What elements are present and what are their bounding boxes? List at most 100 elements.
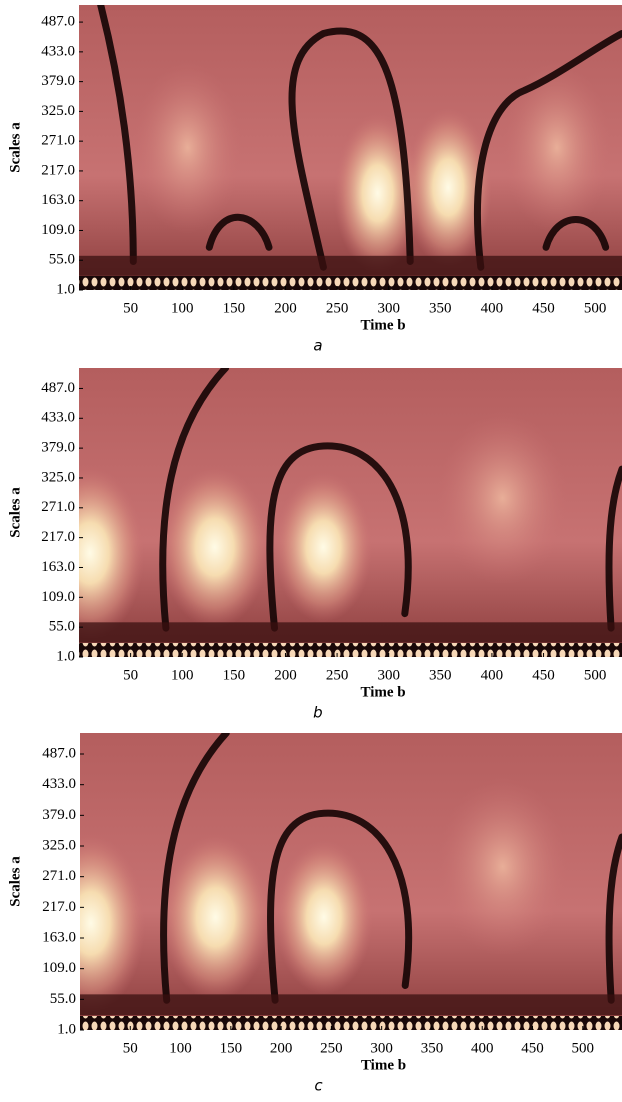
y-tick-label: 55.0: [49, 619, 75, 635]
y-tick-label: 109.0: [41, 222, 75, 238]
heatmap: [79, 368, 622, 657]
bright-region: [334, 113, 422, 273]
x-axis-label: Time b: [361, 684, 406, 700]
x-tick-label: 300: [370, 1040, 393, 1056]
y-axis-label: Scales a: [7, 487, 23, 538]
y-tick-label: 325.0: [41, 103, 75, 119]
dark-ridge: [266, 442, 412, 632]
x-tick-label: 250: [326, 667, 349, 683]
x-tick-label: 50: [123, 667, 138, 683]
x-tick-label: 50: [123, 1040, 138, 1056]
x-tick-label: 150: [223, 300, 246, 316]
x-tick-label: 200: [274, 667, 297, 683]
y-tick-label: 55.0: [50, 991, 76, 1007]
heatmap: [79, 5, 622, 290]
dark-ridge: [159, 368, 230, 632]
x-tick-label: 150: [220, 1040, 243, 1056]
x-tick-label: 350: [421, 1040, 444, 1056]
y-tick-label: 433.0: [42, 776, 76, 792]
dark-ridge: [474, 30, 622, 271]
y-tick-label: 109.0: [41, 589, 75, 605]
dark-ridge: [160, 733, 230, 1004]
y-tick-label: 163.0: [41, 559, 75, 575]
x-tick-label: 350: [429, 667, 452, 683]
y-tick-label: 379.0: [41, 440, 75, 456]
y-axis-label: Scales a: [7, 856, 23, 907]
y-tick-label: 271.0: [41, 133, 75, 149]
y-tick-label: 487.0: [41, 380, 75, 396]
x-tick-label: 50: [123, 300, 138, 316]
y-tick-label: 433.0: [41, 43, 75, 59]
y-tick-label: 271.0: [41, 499, 75, 515]
x-tick-label: 400: [481, 300, 504, 316]
y-tick-label: 217.0: [41, 529, 75, 545]
y-axis-label: Scales a: [7, 122, 23, 173]
y-tick-label: 487.0: [42, 745, 76, 761]
low-scale-dots: [79, 643, 622, 657]
x-tick-label: 500: [572, 1040, 595, 1056]
y-tick-label: 1.0: [57, 1021, 76, 1037]
panel: 1.0 55.0 109.0 163.0 217.0 271.0 325.0 379.0 433…: [7, 5, 622, 355]
bright-region: [274, 472, 373, 623]
x-tick-label: 500: [584, 667, 607, 683]
x-tick-label: 500: [584, 300, 607, 316]
x-axis-label: Time b: [361, 1057, 406, 1073]
panel: 1.0 55.0 109.0 163.0 217.0 271.0 325.0 379.0 433…: [7, 368, 622, 722]
y-tick-label: 325.0: [42, 837, 76, 853]
dark-ridge: [605, 465, 622, 632]
x-tick-label: 450: [532, 300, 555, 316]
x-tick-label: 450: [532, 667, 555, 683]
x-tick-label: 100: [171, 300, 194, 316]
panel-caption: a: [313, 337, 322, 355]
dark-ridge: [267, 809, 413, 1004]
y-tick-label: 379.0: [42, 807, 76, 823]
x-tick-label: 100: [169, 1040, 192, 1056]
panel: 1.0 55.0 109.0 163.0 217.0 271.0 325.0 379.0 433…: [7, 733, 622, 1095]
low-scale-dots: [80, 1016, 622, 1030]
faint-region: [437, 777, 568, 956]
x-tick-label: 200: [274, 300, 297, 316]
faint-region: [133, 62, 242, 233]
x-tick-label: 300: [377, 300, 400, 316]
panel-caption: b: [313, 704, 323, 722]
y-tick-label: 55.0: [49, 252, 75, 268]
x-tick-label: 200: [270, 1040, 293, 1056]
y-tick-label: 1.0: [56, 281, 75, 297]
dark-ridge: [288, 27, 414, 271]
y-tick-label: 487.0: [41, 14, 75, 30]
y-tick-label: 379.0: [41, 73, 75, 89]
y-tick-label: 217.0: [41, 162, 75, 178]
y-tick-label: 109.0: [42, 960, 76, 976]
x-axis-label: Time b: [361, 317, 406, 333]
x-tick-label: 150: [223, 667, 246, 683]
y-tick-label: 217.0: [42, 899, 76, 915]
y-tick-label: 433.0: [41, 410, 75, 426]
y-tick-label: 325.0: [41, 469, 75, 485]
bright-region: [275, 839, 373, 995]
x-tick-label: 400: [471, 1040, 494, 1056]
bright-region: [80, 834, 146, 1013]
heatmap: [80, 733, 622, 1030]
y-tick-label: 1.0: [56, 648, 75, 664]
faint-region: [502, 62, 612, 233]
x-tick-label: 350: [429, 300, 452, 316]
low-scale-band: [79, 622, 622, 643]
dark-ridge: [205, 213, 273, 251]
bright-region: [404, 107, 492, 268]
x-tick-label: 250: [320, 1040, 343, 1056]
dark-ridge: [605, 833, 622, 1004]
panel-caption: c: [314, 1077, 323, 1095]
x-tick-label: 450: [521, 1040, 544, 1056]
x-tick-label: 100: [171, 667, 194, 683]
y-tick-label: 163.0: [42, 929, 76, 945]
bright-region: [161, 833, 270, 1001]
x-tick-label: 250: [326, 300, 349, 316]
y-tick-label: 271.0: [42, 868, 76, 884]
low-scale-dots: [79, 276, 622, 290]
x-tick-label: 300: [377, 667, 400, 683]
low-scale-band: [80, 994, 622, 1016]
bright-region: [160, 466, 270, 629]
dark-ridge: [97, 5, 137, 265]
faint-region: [437, 411, 568, 585]
